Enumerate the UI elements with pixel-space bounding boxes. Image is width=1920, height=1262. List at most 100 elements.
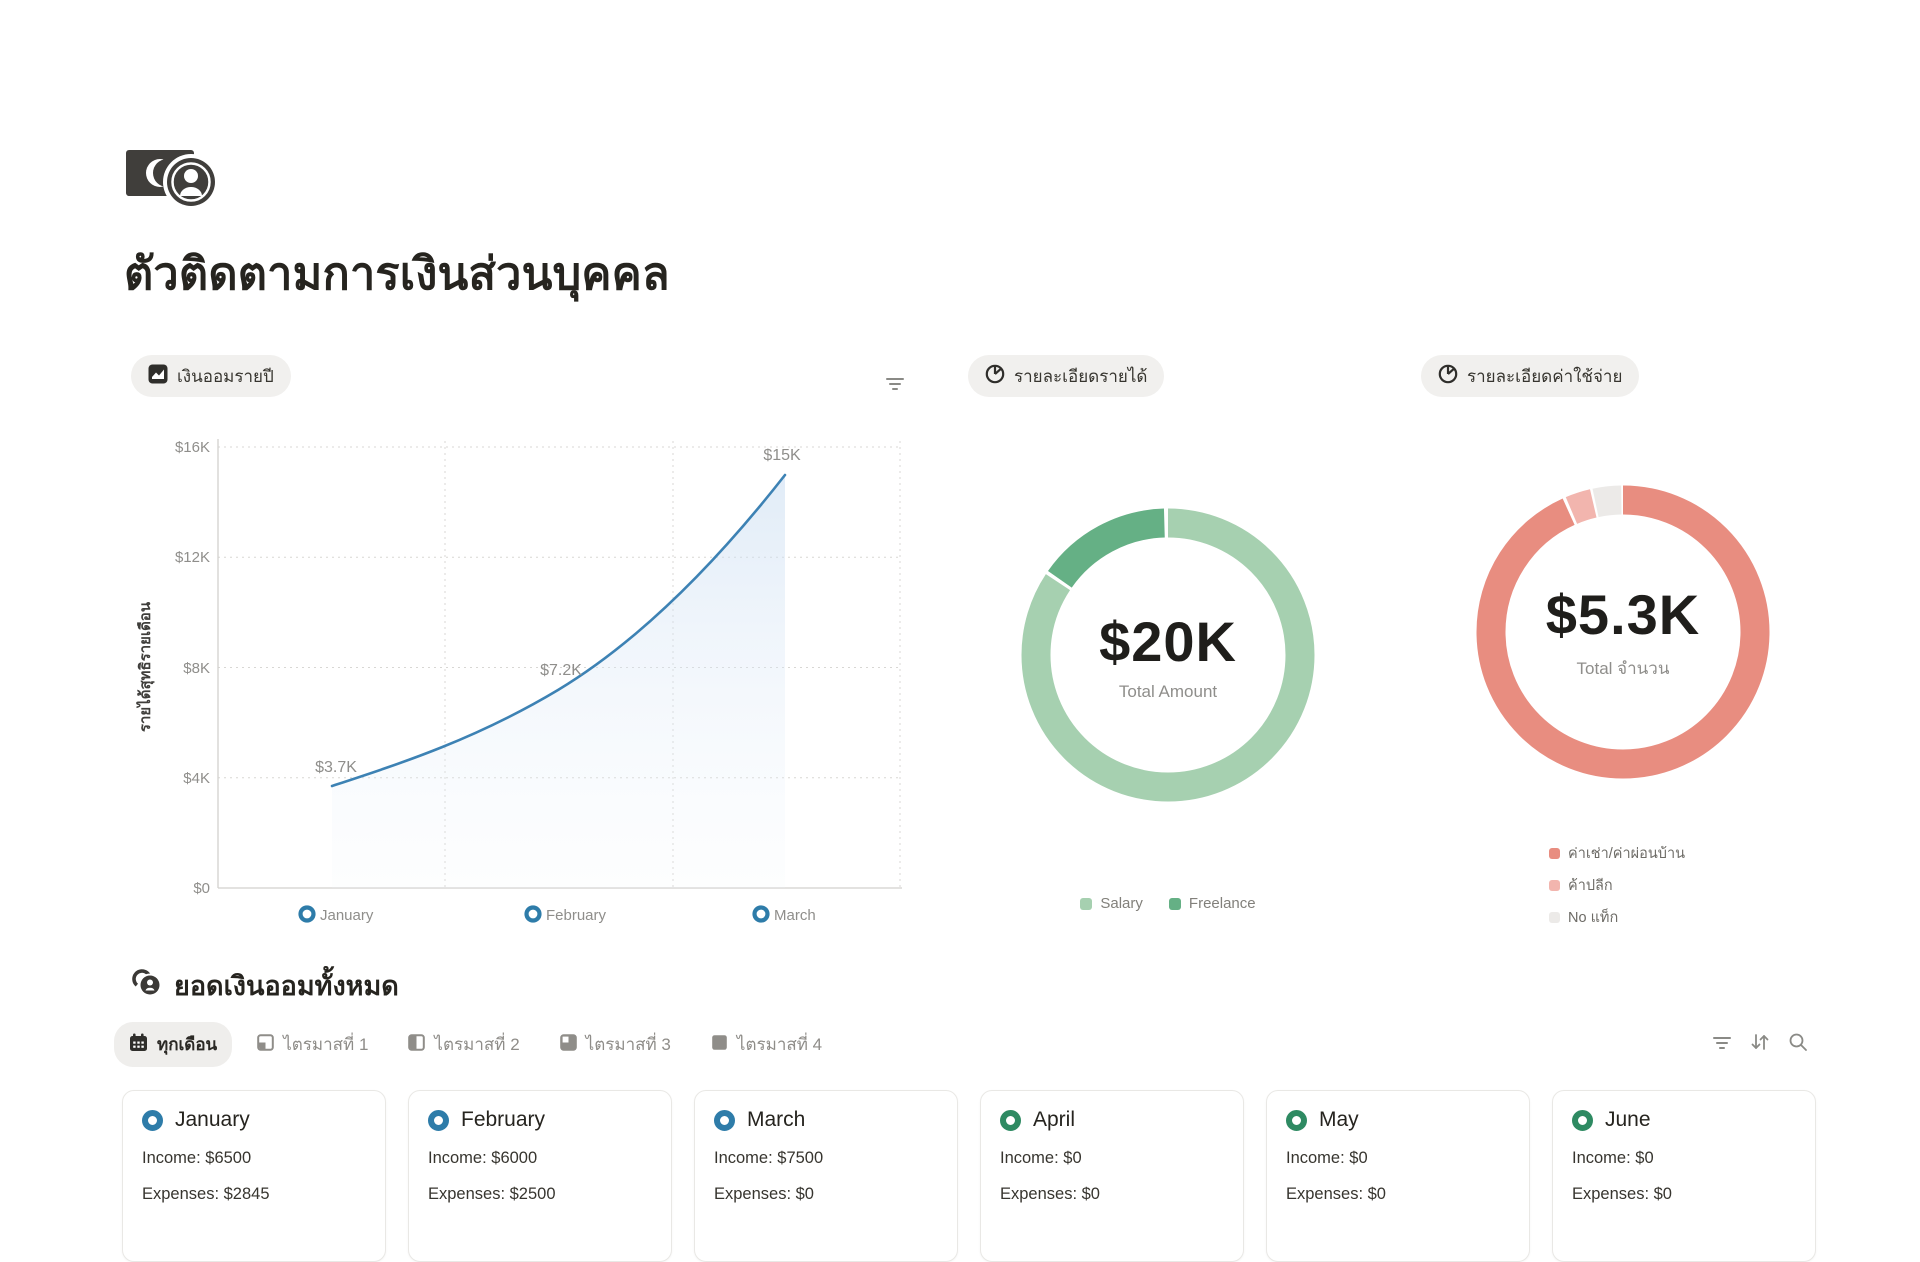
quarter-2-icon	[408, 1033, 426, 1056]
freelance-swatch-icon	[1168, 897, 1181, 910]
card-january-expenses: Expenses: $2845	[142, 1185, 270, 1203]
page-title: ตัวติดตามการเงินส่วนบุคคล	[124, 248, 670, 299]
yearly-savings-badge-label: เงินออมรายปี	[177, 366, 274, 386]
x-label-march[interactable]: March	[774, 907, 816, 924]
january-ring-icon	[142, 1109, 163, 1131]
quarter-4-icon	[711, 1034, 728, 1056]
march-ring-icon	[714, 1109, 735, 1131]
x-label-february[interactable]: February	[546, 907, 607, 924]
february-marker-icon	[524, 905, 542, 923]
total-savings-heading-label: ยอดเงินออมทั้งหมด	[174, 971, 399, 1001]
card-february[interactable]: February Income: $6000 Expenses: $2500	[408, 1090, 672, 1262]
card-january-income: Income: $6500	[142, 1149, 252, 1167]
card-june-expenses: Expenses: $0	[1572, 1185, 1672, 1203]
filter-icon[interactable]	[884, 374, 906, 399]
filter-icon[interactable]	[1712, 1032, 1732, 1057]
x-label-january[interactable]: January	[320, 907, 374, 924]
expense-legend: ค่าเช่า/ค่าผ่อนบ้าน ค้าปลีก No แท็ก	[1549, 842, 1685, 929]
retail-swatch-icon	[1549, 880, 1560, 891]
point-label-january: $3.7K	[315, 759, 357, 776]
legend-item-freelance[interactable]: Freelance	[1168, 895, 1256, 912]
card-april-income: Income: $0	[1000, 1149, 1082, 1167]
may-ring-icon	[1286, 1109, 1307, 1131]
tab-every-month[interactable]: ทุกเดือน	[114, 1022, 233, 1067]
income-legend: Salary Freelance	[1018, 895, 1318, 912]
card-march[interactable]: March Income: $7500 Expenses: $0	[694, 1090, 958, 1262]
income-breakdown-widget: รายละเอียดรายได้ $20K Total Amount Salar…	[966, 355, 1386, 930]
point-label-february: $7.2K	[540, 662, 582, 679]
card-march-title: March	[747, 1108, 806, 1131]
legend-item-salary[interactable]: Salary	[1080, 895, 1143, 912]
tab-every-month-label: ทุกเดือน	[157, 1035, 218, 1054]
y-axis-title: รายได้สุทธิรายเดือน	[135, 601, 155, 732]
legend-item-retail[interactable]: ค้าปลีก	[1549, 874, 1685, 897]
y-tick-8k: $8K	[183, 660, 210, 677]
rent-swatch-icon	[1549, 848, 1560, 859]
expense-donut-chart[interactable]: $5.3K Total จำนวน	[1473, 482, 1773, 782]
tab-quarter-1[interactable]: ไตรมาสที่ 1	[242, 1022, 383, 1067]
y-tick-4k: $4K	[183, 770, 210, 787]
no-tag-swatch-icon	[1549, 912, 1560, 923]
card-march-income: Income: $7500	[714, 1149, 824, 1167]
income-donut-chart[interactable]: $20K Total Amount	[1018, 505, 1318, 805]
quarter-3-icon	[559, 1033, 577, 1056]
card-may[interactable]: May Income: $0 Expenses: $0	[1266, 1090, 1530, 1262]
total-savings-heading: ยอดเงินออมทั้งหมด	[130, 964, 399, 1007]
yearly-savings-chart-widget: เงินออมรายปี	[124, 355, 909, 930]
search-icon[interactable]	[1788, 1032, 1808, 1057]
money-banknote-coin-icon[interactable]	[124, 136, 224, 217]
month-cards-grid: January Income: $6500 Expenses: $2845 Fe…	[122, 1090, 1816, 1262]
january-marker-icon	[298, 905, 316, 923]
card-april-expenses: Expenses: $0	[1000, 1185, 1100, 1203]
sort-icon[interactable]	[1749, 1032, 1771, 1057]
line-chart-icon	[148, 364, 168, 389]
y-tick-0: $0	[193, 880, 210, 897]
expense-breakdown-widget: รายละเอียดค่าใช้จ่าย $5.3K Total จำนวน ค…	[1421, 355, 1841, 930]
tab-quarter-3-label: ไตรมาสที่ 3	[585, 1035, 671, 1054]
period-tabs: ทุกเดือน ไตรมาสที่ 1 ไตรมาสที่ 2	[114, 1022, 837, 1067]
card-may-title: May	[1319, 1108, 1359, 1131]
income-breakdown-badge-label: รายละเอียดรายได้	[1014, 366, 1148, 386]
finance-tracker-page: ตัวติดตามการเงินส่วนบุคคล เงินออมรายปี	[114, 136, 1841, 1262]
tab-quarter-1-label: ไตรมาสที่ 1	[283, 1035, 369, 1054]
quarter-1-icon	[257, 1033, 274, 1056]
coins-icon	[130, 966, 162, 1005]
tab-quarter-4[interactable]: ไตรมาสที่ 4	[696, 1022, 837, 1067]
no-tag-label: No แท็ก	[1568, 910, 1619, 926]
tab-quarter-3[interactable]: ไตรมาสที่ 3	[545, 1022, 686, 1067]
savings-line-chart[interactable]: $16K $12K $8K $4K $0 $3.7K $7.2K $15K รา…	[124, 427, 909, 932]
card-february-income: Income: $6000	[428, 1149, 538, 1167]
pie-chart-icon	[1438, 364, 1458, 389]
april-ring-icon	[1000, 1109, 1021, 1131]
card-january[interactable]: January Income: $6500 Expenses: $2845	[122, 1090, 386, 1262]
point-label-march: $15K	[763, 447, 801, 464]
card-june-title: June	[1605, 1108, 1651, 1131]
calendar-icon	[129, 1033, 148, 1057]
card-may-income: Income: $0	[1286, 1149, 1368, 1167]
card-february-expenses: Expenses: $2500	[428, 1185, 556, 1203]
tab-quarter-2[interactable]: ไตรมาสที่ 2	[393, 1022, 534, 1067]
card-april[interactable]: April Income: $0 Expenses: $0	[980, 1090, 1244, 1262]
card-may-expenses: Expenses: $0	[1286, 1185, 1386, 1203]
card-june[interactable]: June Income: $0 Expenses: $0	[1552, 1090, 1816, 1262]
salary-label: Salary	[1100, 895, 1143, 912]
legend-item-no-tag[interactable]: No แท็ก	[1549, 906, 1685, 929]
income-breakdown-badge[interactable]: รายละเอียดรายได้	[968, 355, 1165, 397]
list-view-controls	[1712, 1032, 1808, 1057]
yearly-savings-badge[interactable]: เงินออมรายปี	[131, 355, 291, 397]
card-january-title: January	[175, 1108, 250, 1131]
card-february-title: February	[461, 1108, 546, 1131]
freelance-label: Freelance	[1188, 895, 1256, 912]
card-march-expenses: Expenses: $0	[714, 1185, 814, 1203]
y-tick-16k: $16K	[175, 439, 210, 456]
legend-item-rent[interactable]: ค่าเช่า/ค่าผ่อนบ้าน	[1549, 842, 1685, 865]
card-april-title: April	[1033, 1108, 1076, 1131]
tab-quarter-2-label: ไตรมาสที่ 2	[434, 1035, 520, 1054]
card-june-income: Income: $0	[1572, 1149, 1654, 1167]
salary-swatch-icon	[1080, 897, 1093, 910]
tab-quarter-4-label: ไตรมาสที่ 4	[736, 1035, 823, 1054]
retail-label: ค้าปลีก	[1568, 878, 1613, 894]
pie-chart-icon	[985, 364, 1005, 389]
march-marker-icon	[752, 905, 770, 923]
expense-breakdown-badge[interactable]: รายละเอียดค่าใช้จ่าย	[1421, 355, 1640, 397]
